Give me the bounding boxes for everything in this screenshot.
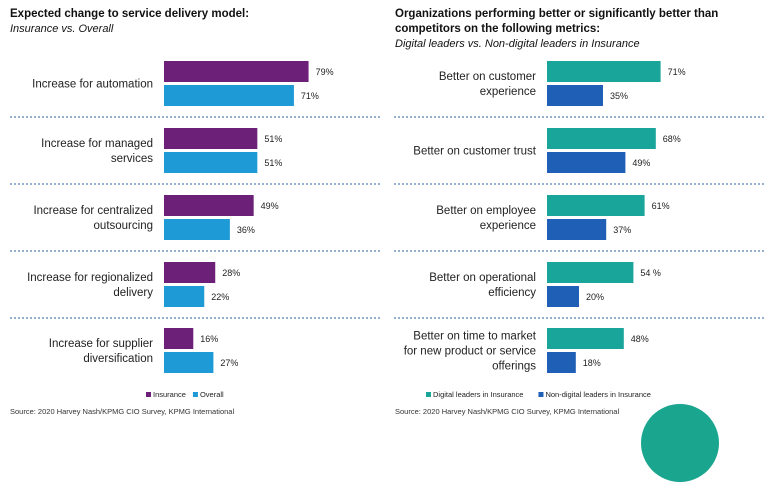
- value-label: 37%: [613, 225, 631, 235]
- category-label: experience: [480, 86, 536, 98]
- left-chart-panel: Expected change to service delivery mode…: [0, 0, 384, 422]
- left-source-note: Source: 2020 Harvey Nash/KPMG CIO Survey…: [10, 407, 235, 416]
- right-chart-subtitle: Digital leaders vs. Non-digital leaders …: [395, 38, 640, 50]
- bar: [164, 352, 214, 373]
- left-chart-title: Expected change to service delivery mode…: [10, 8, 250, 20]
- value-label: 27%: [220, 358, 238, 368]
- bar: [547, 128, 656, 149]
- category-label: efficiency: [488, 287, 536, 299]
- legend-label: Digital leaders in Insurance: [433, 390, 523, 399]
- value-label: 48%: [631, 334, 649, 344]
- value-label: 49%: [632, 158, 650, 168]
- value-label: 71%: [668, 67, 686, 77]
- value-label: 51%: [264, 158, 282, 168]
- bar: [164, 328, 194, 349]
- category-label: outsourcing: [94, 220, 153, 232]
- legend-swatch: [146, 392, 151, 397]
- bar: [547, 262, 634, 283]
- category-label: Increase for managed: [41, 138, 153, 150]
- category-label: Better on customer: [439, 71, 536, 83]
- value-label: 51%: [264, 134, 282, 144]
- legend-label: Insurance: [153, 390, 186, 399]
- bar: [547, 85, 603, 106]
- category-label: Better on employee: [436, 205, 536, 217]
- category-label: services: [111, 153, 153, 165]
- category-label: offerings: [492, 361, 536, 373]
- bar: [164, 195, 254, 216]
- category-label: Increase for automation: [32, 79, 153, 91]
- value-label: 28%: [222, 268, 240, 278]
- bar: [164, 61, 309, 82]
- value-label: 18%: [583, 358, 601, 368]
- bar: [547, 328, 624, 349]
- bar: [164, 286, 205, 307]
- bar: [547, 152, 626, 173]
- category-label: Increase for centralized: [33, 205, 153, 217]
- legend-label: Overall: [200, 390, 224, 399]
- bar: [547, 195, 645, 216]
- right-chart-title-line2: competitors on the following metrics:: [395, 23, 601, 35]
- left-chart-subtitle: Insurance vs. Overall: [10, 23, 114, 35]
- category-label: Better on time to market: [413, 331, 537, 343]
- value-label: 16%: [200, 334, 218, 344]
- value-label: 36%: [237, 225, 255, 235]
- legend-swatch: [192, 392, 198, 397]
- category-label: Better on operational: [429, 272, 536, 284]
- right-chart-title-line1: Organizations performing better or signi…: [395, 8, 719, 20]
- legend-swatch: [538, 392, 544, 397]
- value-label: 71%: [301, 91, 319, 101]
- category-label: Increase for supplier: [49, 338, 153, 350]
- value-label: 49%: [261, 201, 279, 211]
- right-chart-panel: Organizations performing better or signi…: [384, 0, 769, 482]
- category-label: diversification: [83, 353, 153, 365]
- bar: [164, 128, 258, 149]
- legend-swatch: [426, 392, 431, 397]
- legend-label: Non-digital leaders in Insurance: [545, 390, 650, 399]
- value-label: 35%: [610, 91, 628, 101]
- category-label: Increase for regionalized: [27, 272, 153, 284]
- bar: [547, 61, 661, 82]
- value-label: 20%: [586, 292, 604, 302]
- left-bar-chart: Increase for automation 79% 71% Increase fo…: [10, 61, 381, 399]
- value-label: 61%: [652, 201, 670, 211]
- bar: [164, 85, 294, 106]
- right-source-note: Source: 2020 Harvey Nash/KPMG CIO Survey…: [395, 407, 620, 416]
- bar: [547, 352, 576, 373]
- bar: [164, 219, 230, 240]
- category-label: Better on customer trust: [413, 146, 537, 158]
- bar: [164, 152, 258, 173]
- value-label: 22%: [211, 292, 229, 302]
- category-label: for new product or service: [404, 346, 536, 358]
- right-bar-chart: Better on customer experience 71% 35% Better…: [394, 61, 765, 399]
- value-label: 68%: [663, 134, 681, 144]
- decorative-circle: [641, 404, 719, 482]
- category-label: delivery: [113, 287, 153, 299]
- bar: [547, 286, 579, 307]
- bar: [547, 219, 607, 240]
- category-label: experience: [480, 220, 536, 232]
- value-label: 79%: [316, 67, 334, 77]
- value-label: 54 %: [640, 268, 661, 278]
- bar: [164, 262, 216, 283]
